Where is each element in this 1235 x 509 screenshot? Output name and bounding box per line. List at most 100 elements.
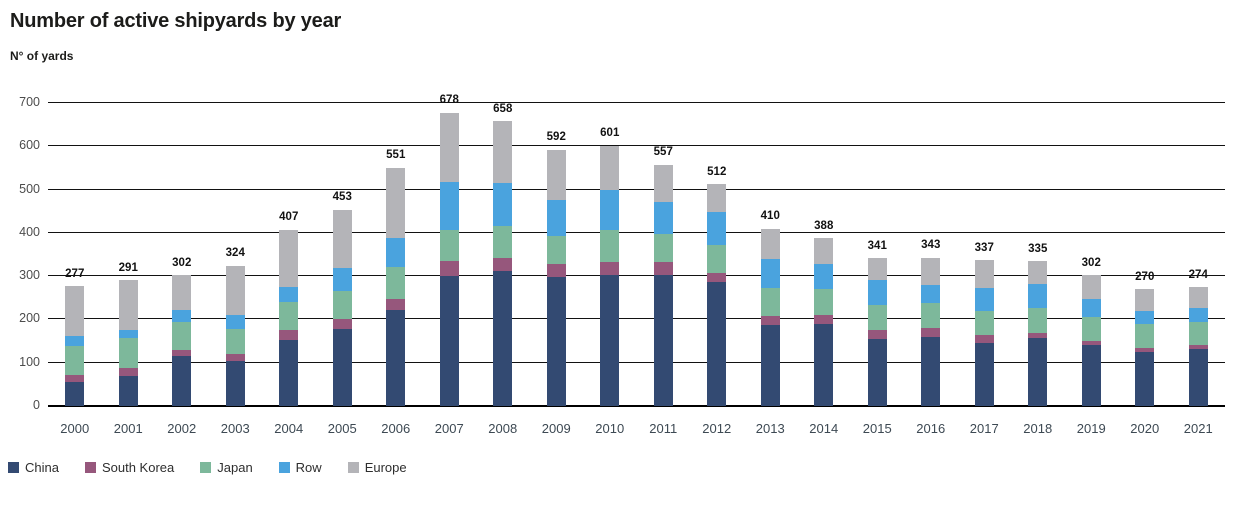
bar-segment-row-2011 <box>653 201 673 235</box>
bar-total-label-2017: 337 <box>974 241 994 254</box>
bar-segment-china-2005 <box>332 328 352 406</box>
bar-segment-europe-2005 <box>332 209 352 269</box>
bar-stack-2018 <box>1028 261 1048 406</box>
bar-total-label-2015: 341 <box>867 239 887 252</box>
bar-segment-south-korea-2009 <box>546 263 566 278</box>
x-tick-label-2013: 2013 <box>755 421 785 436</box>
bar-total-label-2012: 512 <box>707 165 727 178</box>
bar-segment-europe-2013 <box>760 228 780 259</box>
bar-stack-2002 <box>172 275 192 406</box>
bar-segment-japan-2003 <box>225 328 245 354</box>
bar-segment-south-korea-2004 <box>279 329 299 340</box>
bar-stack-2009 <box>546 149 566 406</box>
bar-stack-2015 <box>867 258 887 406</box>
y-tick-label-400: 400 <box>19 224 40 239</box>
legend-swatch-icon <box>8 462 19 473</box>
bar-total-label-2016: 343 <box>921 239 941 252</box>
x-tick-label-2004: 2004 <box>274 421 304 436</box>
chart-title: Number of active shipyards by year <box>10 10 342 32</box>
bar-segment-japan-2011 <box>653 234 673 263</box>
x-tick-label-2016: 2016 <box>916 421 946 436</box>
bar-column-2010: 601 <box>583 103 637 406</box>
bar-segment-china-2008 <box>493 270 513 406</box>
bar-segment-europe-2012 <box>707 184 727 212</box>
bar-stack-2016 <box>921 257 941 406</box>
x-tick-label-2021: 2021 <box>1183 421 1213 436</box>
legend-item-south-korea: South Korea <box>84 460 174 475</box>
bar-segment-row-2012 <box>707 211 727 245</box>
bar-column-2001: 291 <box>102 103 156 406</box>
bar-segment-europe-2007 <box>439 112 459 182</box>
legend-label: China <box>25 460 59 475</box>
bar-segment-europe-2014 <box>814 238 834 265</box>
y-axis-units-label: N° of yards <box>10 49 74 63</box>
y-tick-label-100: 100 <box>19 354 40 369</box>
bar-segment-row-2021 <box>1188 308 1208 323</box>
bar-segment-europe-2020 <box>1135 289 1155 312</box>
bar-segment-row-2006 <box>386 237 406 267</box>
gridline-300 <box>48 275 1225 277</box>
gridline-100 <box>48 361 1225 363</box>
bar-stack-2004 <box>279 229 299 406</box>
bar-total-label-2008: 658 <box>493 102 513 115</box>
bar-segment-japan-2008 <box>493 225 513 258</box>
bar-column-2004: 407 <box>262 103 316 406</box>
bar-total-label-2004: 407 <box>279 211 299 224</box>
bar-segment-south-korea-2021 <box>1188 344 1208 349</box>
bar-total-label-2013: 410 <box>760 210 780 223</box>
bar-column-2012: 512 <box>690 103 744 406</box>
x-tick-label-2020: 2020 <box>1130 421 1160 436</box>
bar-segment-japan-2001 <box>118 338 138 368</box>
bar-segment-japan-2012 <box>707 245 727 274</box>
bar-total-label-2000: 277 <box>65 267 85 280</box>
bar-stack-2007 <box>439 112 459 406</box>
bar-segment-europe-2001 <box>118 280 138 331</box>
bar-segment-south-korea-2011 <box>653 262 673 275</box>
bar-segment-japan-2002 <box>172 322 192 350</box>
legend-item-europe: Europe <box>347 460 407 475</box>
bar-segment-japan-2021 <box>1188 322 1208 345</box>
bar-stack-2006 <box>386 167 406 406</box>
bar-segment-china-2002 <box>172 356 192 406</box>
plot-area: 277 291 302 324 407 453 551 678 658 592 601 557 512 4… <box>48 95 1225 407</box>
bar-stack-2011 <box>653 164 673 406</box>
legend-label: Japan <box>217 460 253 475</box>
legend-item-china: China <box>8 460 59 475</box>
bar-segment-row-2005 <box>332 268 352 291</box>
bar-segment-south-korea-2006 <box>386 299 406 310</box>
legend: China South Korea Japan Row Europe <box>8 460 433 475</box>
bar-segment-japan-2010 <box>600 229 620 263</box>
bar-segment-japan-2000 <box>65 345 85 376</box>
bar-column-2013: 410 <box>744 103 798 406</box>
bar-segment-row-2013 <box>760 258 780 289</box>
y-tick-label-300: 300 <box>19 268 40 283</box>
bar-segment-south-korea-2014 <box>814 314 834 324</box>
bar-total-label-2019: 302 <box>1081 256 1101 269</box>
bar-column-2014: 388 <box>797 103 851 406</box>
bar-stack-2019 <box>1081 275 1101 406</box>
legend-swatch-icon <box>200 462 212 473</box>
legend-swatch-icon <box>347 462 359 473</box>
x-tick-label-2012: 2012 <box>702 421 732 436</box>
bar-total-label-2003: 324 <box>225 247 245 260</box>
bar-stack-2012 <box>707 184 727 406</box>
bar-segment-europe-2003 <box>225 265 245 315</box>
legend-item-japan: Japan <box>200 460 253 475</box>
bar-segment-japan-2009 <box>546 236 566 264</box>
bar-stack-2001 <box>118 280 138 406</box>
bar-segment-row-2004 <box>279 286 299 303</box>
bar-column-2015: 341 <box>851 103 905 406</box>
bar-segment-europe-2021 <box>1188 287 1208 309</box>
bar-segment-row-2017 <box>974 287 994 311</box>
bar-segment-japan-2017 <box>974 310 994 336</box>
bar-segment-europe-2018 <box>1028 261 1048 285</box>
bar-stack-2014 <box>814 238 834 406</box>
y-tick-label-700: 700 <box>19 95 40 109</box>
bar-segment-south-korea-2012 <box>707 273 727 283</box>
y-tick-label-600: 600 <box>19 138 40 153</box>
bar-segment-europe-2008 <box>493 121 513 184</box>
x-tick-label-2011: 2011 <box>649 421 678 436</box>
bar-total-label-2007: 678 <box>439 94 459 107</box>
bar-total-label-2018: 335 <box>1028 242 1048 255</box>
bar-stack-2021 <box>1188 287 1208 406</box>
